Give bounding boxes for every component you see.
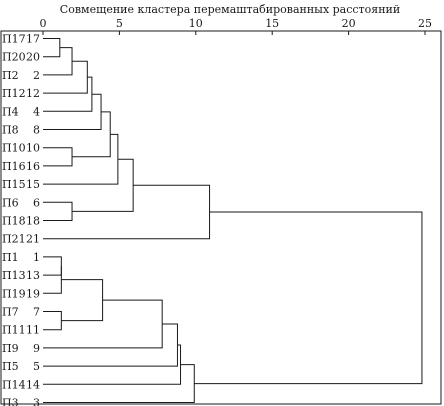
leaf-name: П13: [2, 269, 26, 282]
tick-label: 0: [40, 17, 47, 30]
leaf-number: 3: [33, 397, 40, 406]
cluster-link: [72, 158, 134, 212]
leaf-number: 18: [26, 215, 40, 228]
leaf-name: П12: [2, 87, 26, 100]
leaf-number: 10: [26, 142, 40, 155]
leaf-number: 4: [33, 105, 40, 118]
leaf-name: П3: [2, 397, 19, 406]
leaf-number: 19: [26, 287, 40, 300]
tick-label: 25: [418, 17, 432, 30]
leaf-number: 13: [26, 269, 40, 282]
leaf-number: 11: [26, 324, 40, 337]
leaf-name: П1: [2, 251, 19, 264]
scale-title: Совмещение кластера перемаштабированных …: [60, 3, 400, 16]
cluster-link: [43, 201, 73, 221]
cluster-link: [43, 266, 62, 294]
cluster-link: [43, 147, 73, 167]
leaf-number: 8: [33, 124, 40, 137]
leaf-name: П11: [2, 324, 26, 337]
cluster-link: [72, 111, 111, 158]
leaf-number: 7: [33, 306, 40, 319]
leaf-number: 15: [26, 178, 40, 191]
leaf-number: 16: [26, 160, 40, 173]
leaf-number: 2: [33, 69, 40, 82]
cluster-link: [43, 184, 211, 240]
leaf-number: 21: [26, 233, 40, 246]
cluster-link: [43, 364, 195, 403]
leaf-number: 9: [33, 342, 40, 355]
leaf-name: П19: [2, 287, 26, 300]
cluster-link: [43, 38, 61, 58]
cluster-link: [43, 60, 88, 94]
scale-ticks: 0 5 10 15 20 25: [40, 17, 432, 35]
leaf-name: П7: [2, 306, 19, 319]
leaf-name: П2: [2, 69, 19, 82]
cluster-link: [194, 211, 423, 385]
leaf-number: 12: [26, 87, 40, 100]
leaf-name: П6: [2, 196, 19, 209]
leaf-number: 5: [33, 360, 40, 373]
leaf-number: 17: [26, 33, 40, 46]
tick-label: 20: [342, 17, 356, 30]
cluster-link: [61, 279, 104, 322]
cluster-link: [43, 323, 178, 367]
leaf-name: П16: [2, 160, 26, 173]
tick-label: 10: [189, 17, 203, 30]
tick-label: 5: [116, 17, 123, 30]
leaf-number: 1: [33, 251, 40, 264]
cluster-links: [43, 38, 423, 403]
leaf-name: П17: [2, 33, 26, 46]
leaf-number: 14: [26, 378, 40, 391]
tick-label: 15: [265, 17, 279, 30]
cluster-link: [43, 133, 119, 185]
leaf-name: П14: [2, 378, 26, 391]
leaf-name: П15: [2, 178, 26, 191]
cluster-link: [43, 311, 62, 331]
cluster-link: [43, 344, 182, 385]
leaf-name: П5: [2, 360, 19, 373]
cluster-link: [43, 256, 62, 276]
plot-frame: [0, 30, 442, 405]
leaf-name: П9: [2, 342, 19, 355]
leaf-name: П18: [2, 215, 26, 228]
leaf-name: П8: [2, 124, 19, 137]
leaf-name: П20: [2, 51, 26, 64]
leaf-name: П4: [2, 105, 19, 118]
leaf-name: П10: [2, 142, 26, 155]
cluster-link: [43, 76, 93, 112]
leaf-name: П21: [2, 233, 26, 246]
leaf-number: 20: [26, 51, 40, 64]
cluster-link: [43, 47, 73, 76]
leaf-number: 6: [33, 196, 40, 209]
